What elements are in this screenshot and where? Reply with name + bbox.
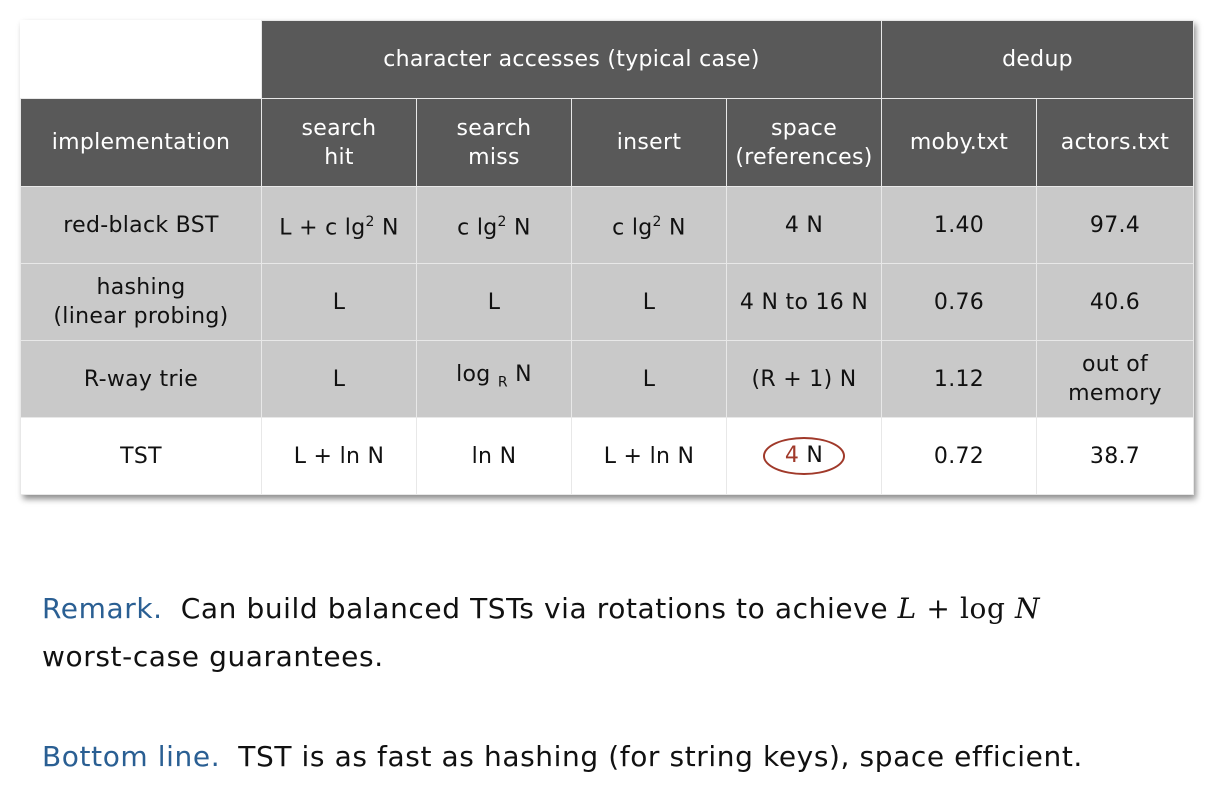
cell-insert: L [571,340,727,418]
col-header-space-line2: (references) [735,144,873,170]
col-header-search-hit-line2: hit [324,144,354,170]
col-header-search-hit-line1: search [301,115,377,141]
cell-text: N [506,215,531,241]
cell-moby: 1.40 [881,186,1038,264]
cell-actors: 40.6 [1036,263,1195,341]
math-plus: + [926,592,951,625]
cell-text: N [515,362,532,388]
cell-search-miss: ln N [416,417,572,495]
bottom-line-text: TST is as fast as hashing (for string ke… [238,740,1083,773]
col-header-insert: insert [571,98,727,187]
cell-implementation: TST [20,417,262,495]
cell-superscript: 2 [365,213,375,230]
highlight-unit: N [799,443,824,468]
cell-actors: 97.4 [1036,186,1195,264]
table-row-hashing: hashing (linear probing) L L L 4 N to 16 … [20,263,1195,341]
group-header-character-accesses: character accesses (typical case) [260,20,883,99]
col-header-search-miss: search miss [416,98,572,187]
cell-insert: L [571,263,727,341]
cell-text: L + c lg [279,215,366,241]
group-header-row: character accesses (typical case) dedup [20,20,1195,99]
col-header-actors: actors.txt [1036,98,1195,187]
cell-actors: out of memory [1036,340,1195,418]
cell-moby: 0.76 [881,263,1038,341]
cell-search-hit: L + c lg2 N [261,186,417,264]
cell-text: log [456,362,491,388]
bottom-line-label: Bottom line. [42,740,221,773]
remark-text-line2: worst-case guarantees. [42,640,384,673]
cell-superscript: 2 [497,213,507,230]
cell-subscript: R [497,374,508,391]
cell-line: hashing [96,275,186,300]
remark-math: L + log N [898,592,1040,625]
highlight-number: 4 [784,443,800,468]
cell-actors: 38.7 [1036,417,1195,495]
symbol-table-comparison-table: character accesses (typical case) dedup … [20,20,1195,495]
group-header-dedup: dedup [881,20,1195,99]
col-header-search-hit: search hit [261,98,417,187]
highlight-circle: 4 N [762,437,846,475]
cell-space: 4 N [725,417,883,495]
col-header-search-miss-line2: miss [468,144,520,170]
bottom-line-paragraph: Bottom line. TST is as fast as hashing (f… [42,733,1192,781]
math-log: log [959,592,1006,625]
cell-line: (linear probing) [53,304,229,329]
cell-space: 4 N [725,186,883,264]
col-header-implementation: implementation [20,98,262,187]
cell-space: 4 N to 16 N [725,263,883,341]
cell-search-miss: c lg2 N [416,186,572,264]
table-row-r-way-trie: R-way trie L log R N L (R + 1) N 1.12 ou… [20,340,1195,418]
empty-corner-cell [20,20,262,99]
cell-implementation: red-black BST [20,186,262,264]
cell-search-hit: L [261,263,417,341]
column-header-row: implementation search hit search miss inse… [20,98,1195,187]
comparison-table-wrapper: character accesses (typical case) dedup … [20,20,1195,495]
cell-space: (R + 1) N [725,340,883,418]
col-header-space-line1: space [770,115,838,141]
cell-implementation: hashing (linear probing) [20,263,262,341]
math-N: N [1015,592,1041,625]
cell-line: out of [1082,352,1149,377]
remark-paragraph: Remark. Can build balanced TSTs via rotat… [42,585,1192,681]
cell-search-hit: L + ln N [261,417,417,495]
cell-moby: 0.72 [881,417,1038,495]
cell-text: c lg [457,215,498,241]
col-header-search-miss-line1: search [456,115,532,141]
cell-moby: 1.12 [881,340,1038,418]
cell-text: N [374,215,399,241]
cell-search-miss: L [416,263,572,341]
table-row-red-black-bst: red-black BST L + c lg2 N c lg2 N c lg2 … [20,186,1195,264]
col-header-moby: moby.txt [881,98,1038,187]
cell-insert: c lg2 N [571,186,727,264]
cell-insert: L + ln N [571,417,727,495]
remark-text: Can build balanced TSTs via rotations to… [180,592,889,625]
cell-search-miss: log R N [416,340,572,418]
cell-implementation: R-way trie [20,340,262,418]
col-header-space: space (references) [725,98,883,187]
cell-text: N [661,215,686,241]
table-row-tst: TST L + ln N ln N L + ln N 4 N 0.72 38.7 [20,417,1195,495]
math-L: L [897,592,917,625]
cell-text: c lg [612,215,653,241]
cell-superscript: 2 [652,213,662,230]
cell-line: memory [1068,381,1162,406]
cell-search-hit: L [261,340,417,418]
remark-label: Remark. [42,592,163,625]
